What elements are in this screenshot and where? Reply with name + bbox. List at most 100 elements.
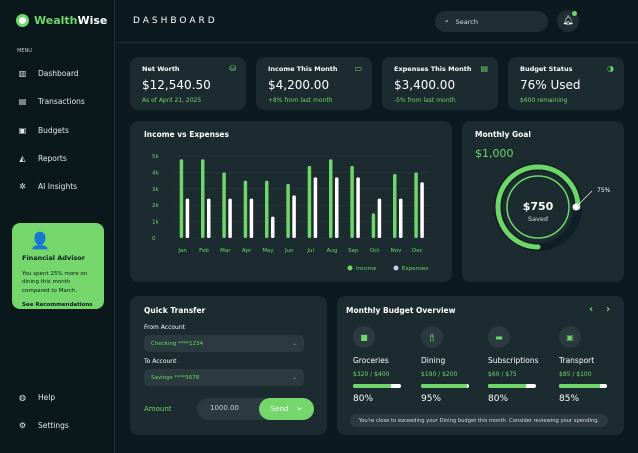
goal-title: Monthly Goal xyxy=(475,130,531,139)
send-button[interactable]: Send ➢ xyxy=(259,398,314,420)
income-expenses-chart: 0 1k 2k 3k 4k 5k Jan Feb Mar Apr May Jun Jul Aug Sep Oc… xyxy=(152,154,430,272)
page-title: DASHBOARD xyxy=(133,16,218,26)
budget-progress xyxy=(353,384,401,388)
nav-label: Dashboard xyxy=(38,69,79,78)
budget-amount: $190 / $200 xyxy=(421,371,458,378)
bar-income xyxy=(243,180,248,238)
bar-income xyxy=(265,180,269,238)
bus-icon: ▣ xyxy=(559,326,581,348)
x-tick-label: Oct xyxy=(370,248,380,254)
stat-sub: -5% from last month xyxy=(394,97,456,104)
y-tick-label: 2k xyxy=(152,203,159,209)
stat-card-net-worth: Net Worth $12,540.50 As of April 21, 2025 ⛁ xyxy=(130,57,246,110)
nav-label: AI Insights xyxy=(38,182,78,191)
budget-item-transport: ▣ Transport $85 / $100 85% xyxy=(559,326,609,404)
nav-label: Transactions xyxy=(38,97,85,106)
amount-value: 1000.00 xyxy=(210,404,239,412)
report-icon: ◭ xyxy=(19,154,26,163)
to-account-select[interactable]: Savings ****5678 ⌄ xyxy=(144,369,304,386)
sidebar-item-dashboard[interactable]: ▥ Dashboard xyxy=(18,69,79,78)
ai-icon: ✲ xyxy=(19,182,26,191)
x-tick-label: Feb xyxy=(199,248,209,254)
sidebar-item-reports[interactable]: ◭ Reports xyxy=(18,154,66,163)
y-tick-label: 4k xyxy=(152,170,159,176)
receipt-icon: ▤ xyxy=(480,64,488,73)
advisor-title: Financial Advisor xyxy=(22,254,85,262)
logo[interactable]: WealthWise xyxy=(16,14,107,27)
legend-marker xyxy=(347,265,353,271)
percent-pointer xyxy=(577,190,593,206)
sidebar-item-budgets[interactable]: ▣ Budgets xyxy=(18,126,69,135)
x-tick-label: Jan xyxy=(177,248,187,254)
legend-label: Income xyxy=(356,266,377,272)
wallet-icon: ▣ xyxy=(18,126,27,135)
stat-value: $12,540.50 xyxy=(142,78,211,92)
to-account-value: Savings ****5678 xyxy=(151,374,200,381)
bar-expenses xyxy=(292,195,296,238)
logo-text-a: Wealth xyxy=(34,14,78,27)
cash-icon: ▭ xyxy=(354,64,362,73)
search-input[interactable]: ⌕ Search xyxy=(435,11,548,32)
stat-sub: $600 remaining xyxy=(520,97,568,104)
goal-progress-ring xyxy=(494,163,593,251)
budget-item-groceries: ■ Groceries $320 / $400 80% xyxy=(353,326,403,404)
goal-saved-label: Saved xyxy=(527,215,549,223)
budget-progress xyxy=(421,384,469,388)
legend-label: Expenses xyxy=(402,266,428,272)
tv-icon: ▬ xyxy=(488,326,510,348)
stat-title: Budget Status xyxy=(520,65,573,73)
budget-percent: 80% xyxy=(353,394,374,404)
financial-advisor-card: 👤 Financial Advisor You spent 25% more o… xyxy=(12,223,104,314)
chevron-right-icon: › xyxy=(606,304,611,315)
y-tick-label: 1k xyxy=(152,220,159,226)
bar-income xyxy=(350,165,354,238)
bar-income xyxy=(286,183,290,238)
bar-income xyxy=(393,174,397,238)
income-expenses-panel: Income vs Expenses 0 1k 2k 3k 4k 5k Jan Feb Mar A… xyxy=(130,121,452,282)
budget-item-dining: 🍴︎ Dining $190 / $200 95% xyxy=(421,326,471,404)
goal-percent-label: 75% xyxy=(597,187,611,194)
bar-income xyxy=(414,172,418,238)
sidebar-item-ai-insights[interactable]: ✲ AI Insights xyxy=(18,182,77,191)
next-button[interactable]: › xyxy=(606,304,610,315)
bar-expenses xyxy=(207,198,211,238)
bar-expenses xyxy=(313,177,318,238)
y-tick-label: 5k xyxy=(152,154,159,160)
from-account-select[interactable]: Checking ****1234 ⌄ xyxy=(144,335,304,352)
dining-icon: 🍴︎ xyxy=(421,326,443,348)
bar-expenses xyxy=(249,198,254,238)
budget-name: Subscriptions xyxy=(488,356,539,365)
x-tick-label: Mar xyxy=(220,248,231,254)
quick-transfer-panel: Quick Transfer From Account Checking ***… xyxy=(130,296,327,435)
prev-button[interactable]: ‹ xyxy=(589,304,593,315)
sidebar-item-transactions[interactable]: ▤ Transactions xyxy=(18,97,85,106)
bar-expenses xyxy=(356,177,360,238)
chart-icon: ▥ xyxy=(18,69,27,78)
chart-title: Income vs Expenses xyxy=(144,130,229,139)
logo-icon xyxy=(16,14,29,27)
x-tick-label: Sep xyxy=(348,248,359,254)
budget-percent: 80% xyxy=(488,394,509,404)
settings-button[interactable]: ⚙ Settings xyxy=(18,421,69,430)
bar-expenses xyxy=(399,198,403,238)
chevron-left-icon: ‹ xyxy=(589,304,594,315)
help-button[interactable]: ◍ Help xyxy=(18,393,55,402)
x-tick-label: May xyxy=(262,248,274,254)
see-recommendations-link[interactable]: See Recommendations → xyxy=(22,301,93,314)
pie-icon: ◑ xyxy=(607,64,614,73)
stat-title: Income This Month xyxy=(268,65,338,73)
gear-icon: ⚙ xyxy=(18,421,27,430)
bar-expenses xyxy=(228,198,232,238)
ring-inner xyxy=(506,175,570,239)
x-tick-label: Dec xyxy=(412,248,423,254)
paper-plane-icon: ➢ xyxy=(296,405,303,413)
stat-value: $4,200.00 xyxy=(268,78,330,92)
bar-income xyxy=(179,159,184,238)
transfer-title: Quick Transfer xyxy=(144,306,206,315)
notification-badge xyxy=(572,11,577,16)
to-account-label: To Account xyxy=(144,358,177,365)
x-tick-label: Jun xyxy=(284,248,294,254)
budget-name: Transport xyxy=(559,356,595,365)
x-tick-label: Nov xyxy=(391,248,402,254)
advisor-text: You spent 25% more on dining this month … xyxy=(22,271,88,294)
